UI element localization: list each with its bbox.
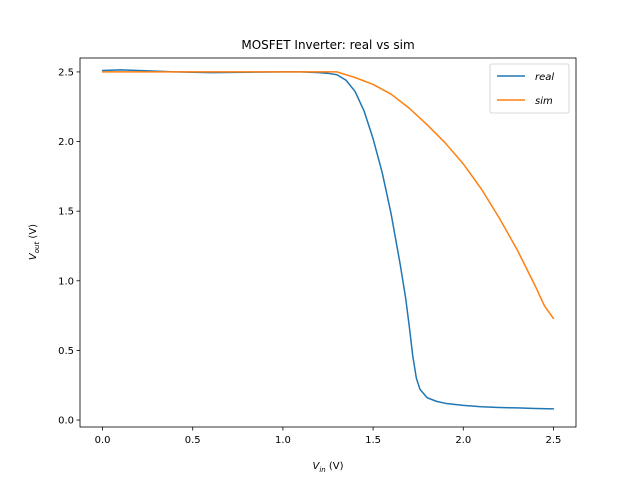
y-tick-label: 2.0 xyxy=(58,137,74,148)
y-tick-label: 1.0 xyxy=(58,276,74,287)
x-axis-label-unit: (V) xyxy=(326,461,344,472)
y-tick-label: 1.5 xyxy=(58,207,74,218)
series-line-sim xyxy=(101,71,555,320)
legend-label-real: real xyxy=(535,72,554,83)
x-tick-label: 1.0 xyxy=(275,435,291,446)
x-tick-label: 0.0 xyxy=(95,435,111,446)
legend-box xyxy=(489,63,570,114)
legend-label-sim: sim xyxy=(535,96,553,107)
y-axis-label-main: V xyxy=(28,252,39,260)
plot-frame xyxy=(79,57,577,428)
x-tick-label: 2.5 xyxy=(546,435,562,446)
y-axis-label-unit: (V) xyxy=(28,224,39,242)
y-tick-label: 0.5 xyxy=(58,346,74,357)
x-tick-label: 2.0 xyxy=(455,435,471,446)
y-axis-label: Vout (V) xyxy=(28,224,41,260)
series-layer xyxy=(101,69,555,410)
ticks-layer: 0.0 0.5 1.0 1.5 2.0 2.5 0.0 0.5 1.0 1.5 2.0 2.5 xyxy=(58,67,561,446)
y-tick-label: 0.0 xyxy=(58,416,74,427)
x-axis-label-sub: in xyxy=(319,466,325,474)
x-tick-label: 1.5 xyxy=(365,435,381,446)
y-tick-label: 2.5 xyxy=(58,67,74,78)
x-axis-label: Vin (V) xyxy=(312,461,343,474)
legend: real sim xyxy=(489,63,570,114)
x-axis-label-main: V xyxy=(312,461,320,472)
x-tick-label: 0.5 xyxy=(185,435,201,446)
chart-title: MOSFET Inverter: real vs sim xyxy=(241,38,414,52)
y-axis-label-sub: out xyxy=(33,242,41,254)
